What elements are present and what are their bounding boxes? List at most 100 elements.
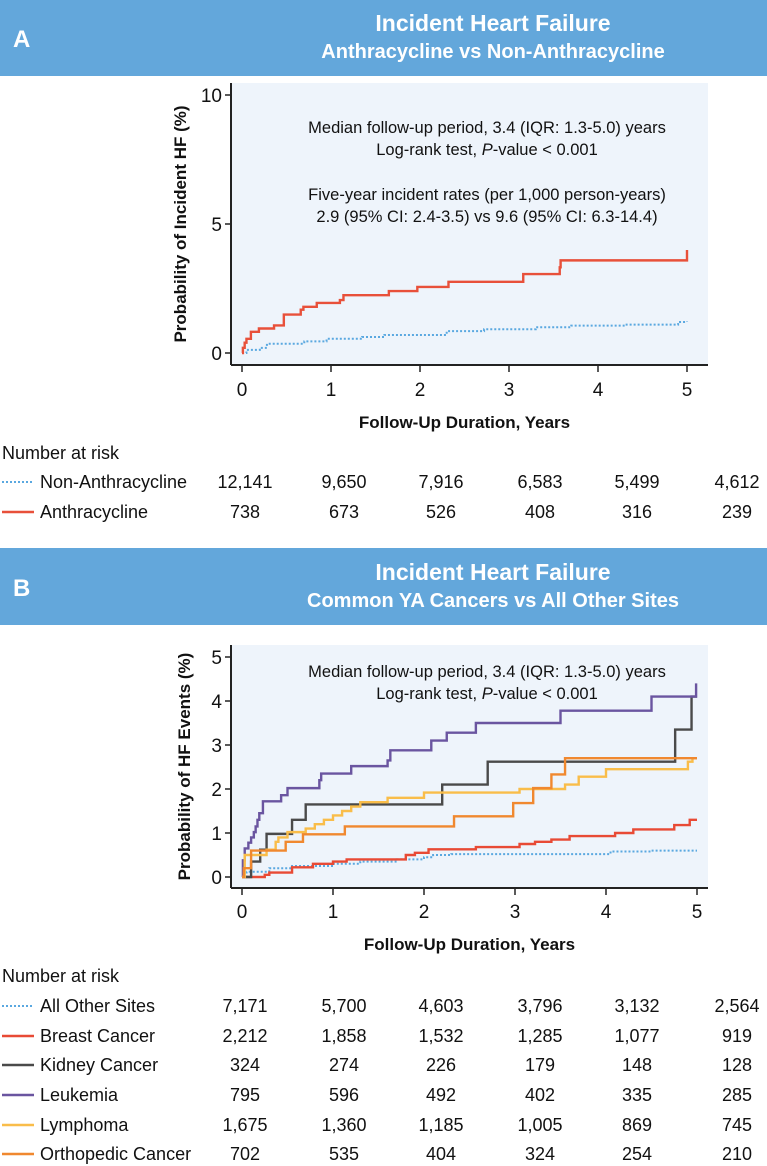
risk-value: 5,499 — [614, 472, 659, 492]
risk-value: 535 — [329, 1144, 359, 1164]
x-tick-label: 1 — [328, 902, 339, 923]
annotation-followup: Median follow-up period, 3.4 (IQR: 1.3-5… — [308, 663, 666, 681]
annotation-logrank: Log-rank test, P-value < 0.001 — [376, 685, 598, 703]
plot-background — [232, 645, 708, 888]
risk-row-label: Lymphoma — [40, 1115, 129, 1135]
risk-value: 274 — [329, 1055, 359, 1075]
x-tick-label: 0 — [237, 380, 248, 401]
risk-value: 1,675 — [222, 1115, 267, 1135]
risk-value: 1,360 — [321, 1115, 366, 1135]
annotation-logrank-post: -value < 0.001 — [493, 685, 598, 703]
risk-value: 408 — [525, 502, 555, 522]
risk-value: 179 — [525, 1055, 555, 1075]
x-axis-title: Follow-Up Duration, Years — [364, 935, 575, 954]
risk-value: 12,141 — [217, 472, 272, 492]
risk-value: 324 — [230, 1055, 260, 1075]
risk-value: 254 — [622, 1144, 652, 1164]
x-tick-label: 3 — [504, 380, 515, 401]
panel-a-title: Incident Heart Failure — [375, 10, 610, 36]
km-curve-lymphoma — [242, 757, 697, 879]
panel-a-subtitle: Anthracycline vs Non-Anthracycline — [321, 41, 664, 63]
panel-b-plot: 0 1 2 3 4 5 0 1 2 3 4 5 Follow-Up Duration, Years Pro… — [2, 645, 760, 1164]
risk-value: 919 — [722, 1026, 752, 1046]
risk-value: 702 — [230, 1144, 260, 1164]
risk-value: 869 — [622, 1115, 652, 1135]
annotation-followup: Median follow-up period, 3.4 (IQR: 1.3-5… — [308, 119, 666, 137]
y-tick-label: 0 — [211, 344, 222, 365]
risk-row-label: Breast Cancer — [40, 1026, 155, 1046]
risk-value: 210 — [722, 1144, 752, 1164]
km-curve-orthopedic-cancer — [242, 757, 697, 879]
annotation-logrank-pre: Log-rank test, — [376, 685, 481, 703]
risk-value: 3,132 — [614, 996, 659, 1016]
risk-value: 239 — [722, 502, 752, 522]
x-tick-label: 5 — [692, 902, 703, 923]
y-tick-label: 1 — [211, 824, 222, 845]
x-tick-label: 2 — [415, 380, 426, 401]
km-curve-breast-cancer — [242, 818, 697, 879]
x-tick-label: 5 — [682, 380, 693, 401]
x-tick-label: 3 — [510, 902, 521, 923]
panel-a-header: A Incident Heart Failure Anthracycline v… — [0, 0, 767, 76]
y-tick-label: 5 — [211, 648, 222, 669]
panel-b-title: Incident Heart Failure — [375, 559, 610, 585]
risk-value: 1,005 — [517, 1115, 562, 1135]
x-axis-title: Follow-Up Duration, Years — [359, 413, 570, 432]
x-tick-label: 4 — [593, 380, 604, 401]
risk-value: 2,212 — [222, 1026, 267, 1046]
x-tick-label: 0 — [237, 902, 248, 923]
plot-background — [232, 83, 708, 365]
risk-value: 745 — [722, 1115, 752, 1135]
risk-table-heading: Number at risk — [2, 443, 120, 463]
risk-value: 404 — [426, 1144, 456, 1164]
annotation-logrank: Log-rank test, P-value < 0.001 — [376, 141, 598, 159]
risk-value: 673 — [329, 502, 359, 522]
risk-value: 335 — [622, 1085, 652, 1105]
km-curve-anthracycline — [241, 250, 689, 355]
risk-value: 1,077 — [614, 1026, 659, 1046]
x-tick-label: 1 — [326, 380, 337, 401]
risk-row-label: All Other Sites — [40, 996, 155, 1016]
annotation-rates-heading: Five-year incident rates (per 1,000 pers… — [308, 186, 666, 204]
x-tick-label: 2 — [419, 902, 430, 923]
annotation-p-italic: P — [482, 685, 493, 703]
risk-value: 7,171 — [222, 996, 267, 1016]
km-curve-all-other-sites — [242, 849, 697, 878]
panel-a-plot: 0 5 10 0 1 2 3 4 5 Follow-Up Duration, Years Proba… — [2, 83, 760, 522]
annotation-rates-values: 2.9 (95% CI: 2.4-3.5) vs 9.6 (95% CI: 6.… — [316, 208, 657, 226]
panel-b-header-bg — [0, 548, 767, 625]
risk-value: 324 — [525, 1144, 555, 1164]
risk-row-label: Non-Anthracycline — [40, 472, 187, 492]
y-tick-label: 4 — [211, 692, 222, 713]
annotation-logrank-post: -value < 0.001 — [493, 141, 598, 159]
y-axis-title: Probability of Incident HF (%) — [171, 105, 190, 342]
panel-a-header-bg — [0, 0, 767, 76]
risk-value: 3,796 — [517, 996, 562, 1016]
risk-value: 4,612 — [714, 472, 759, 492]
risk-row-label: Kidney Cancer — [40, 1055, 158, 1075]
panel-b-subtitle: Common YA Cancers vs All Other Sites — [307, 590, 679, 612]
risk-value: 9,650 — [321, 472, 366, 492]
risk-value: 148 — [622, 1055, 652, 1075]
panel-b-letter: B — [13, 575, 30, 602]
y-axis-title: Probability of HF Events (%) — [175, 653, 194, 881]
annotation-logrank-pre: Log-rank test, — [376, 141, 481, 159]
risk-value: 1,532 — [418, 1026, 463, 1046]
risk-row-label: Leukemia — [40, 1085, 119, 1105]
risk-value: 738 — [230, 502, 260, 522]
km-curve-non-anthracycline — [242, 321, 688, 354]
risk-value: 526 — [426, 502, 456, 522]
risk-value: 1,185 — [418, 1115, 463, 1135]
risk-value: 596 — [329, 1085, 359, 1105]
risk-value: 1,285 — [517, 1026, 562, 1046]
annotation-p-italic: P — [482, 141, 493, 159]
y-tick-label: 3 — [211, 736, 222, 757]
risk-value: 402 — [525, 1085, 555, 1105]
risk-value: 316 — [622, 502, 652, 522]
risk-row-label: Anthracycline — [40, 502, 148, 522]
y-tick-label: 10 — [201, 86, 222, 107]
km-curve-kidney-cancer — [242, 695, 697, 879]
panel-a-letter: A — [13, 26, 30, 53]
risk-value: 5,700 — [321, 996, 366, 1016]
